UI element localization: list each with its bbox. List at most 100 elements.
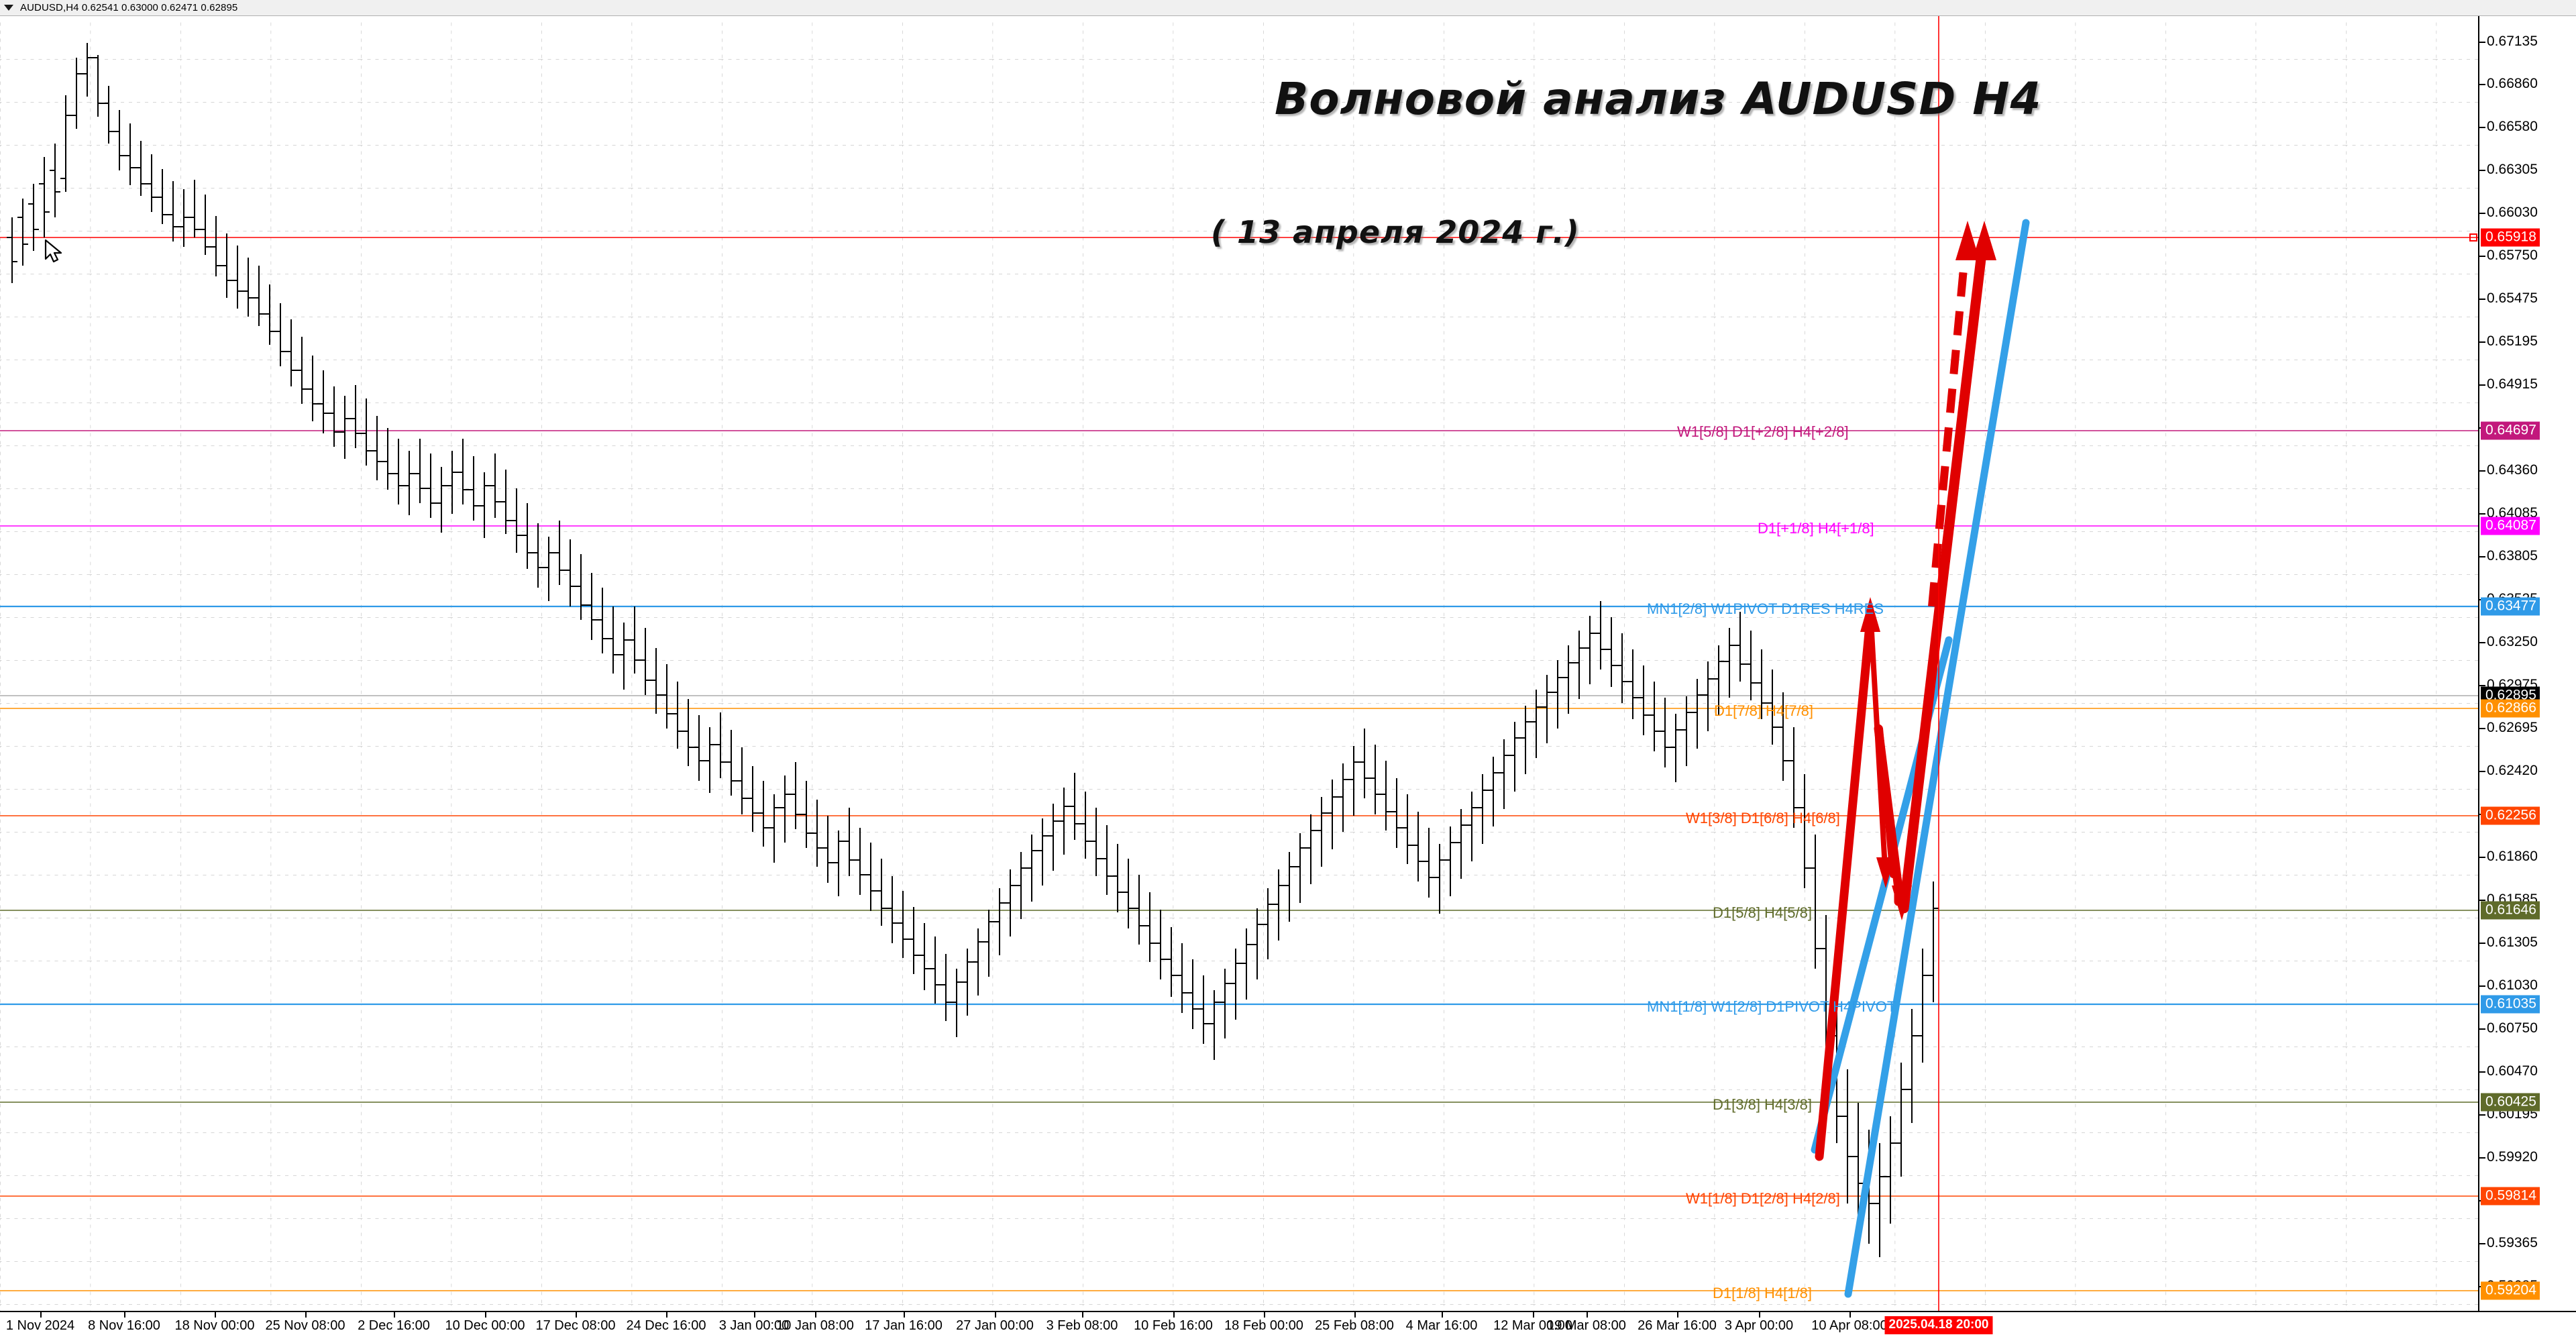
time-tick-label: 25 Nov 08:00 [265, 1318, 345, 1333]
price-tick-mark [2479, 84, 2485, 85]
time-tick-label: 18 Nov 00:00 [174, 1318, 255, 1333]
time-tick-mark [995, 1312, 996, 1318]
time-tick-mark [1442, 1312, 1443, 1318]
time-tick-label: 25 Feb 08:00 [1315, 1318, 1394, 1333]
level-lines [0, 237, 2478, 1291]
time-tick-label: 10 Apr 08:00 [1811, 1318, 1888, 1333]
level-tag-mn1-1-8: 0.61035 [2481, 995, 2540, 1014]
price-tick-label: 0.61305 [2487, 934, 2538, 950]
price-tick-label: 0.64085 [2487, 505, 2538, 521]
time-tick-label: 19 Mar 08:00 [1547, 1318, 1626, 1333]
price-tick-mark [2479, 1157, 2485, 1159]
time-tick-mark [1264, 1312, 1265, 1318]
price-tick-label: 0.62420 [2487, 763, 2538, 778]
price-tick-mark [2479, 771, 2485, 772]
crosshair-marker [2469, 233, 2477, 242]
price-tick-mark [2479, 857, 2485, 858]
time-tick-label: 17 Jan 16:00 [865, 1318, 943, 1333]
price-tick-mark [2479, 1243, 2485, 1244]
time-tick-mark [485, 1312, 486, 1318]
price-tick-label: 0.62695 [2487, 720, 2538, 735]
time-tick-mark [305, 1312, 307, 1318]
price-tick-mark [2479, 1071, 2485, 1073]
price-tick-label: 0.64915 [2487, 376, 2538, 392]
level-tag-d1-7-8: 0.62866 [2481, 699, 2540, 718]
time-tick-mark [394, 1312, 395, 1318]
time-tick-label: 3 Feb 08:00 [1046, 1318, 1118, 1333]
price-tick-mark [2479, 685, 2485, 686]
level-label-d1-7-8: D1[7/8] H4[7/8] [1714, 702, 1813, 719]
price-tick-label: 0.67135 [2487, 34, 2538, 49]
triangle-down-icon[interactable] [4, 5, 13, 11]
time-tick-label: 17 Dec 08:00 [535, 1318, 616, 1333]
price-tick-label: 0.65195 [2487, 333, 2538, 349]
price-tick-label: 0.65475 [2487, 290, 2538, 306]
time-tick-mark [904, 1312, 905, 1318]
price-tick-mark [2479, 127, 2485, 128]
price-tick-mark [2479, 470, 2485, 472]
time-tick-mark [1082, 1312, 1083, 1318]
price-tick-label: 0.60470 [2487, 1063, 2538, 1079]
wave-arrowhead-up-2 [1972, 221, 1996, 260]
time-tick-label: 10 Dec 00:00 [445, 1318, 525, 1333]
price-tick-mark [2479, 299, 2485, 300]
price-tick-mark [2479, 513, 2485, 515]
price-tick-mark [2479, 642, 2485, 643]
time-tick-mark [576, 1312, 577, 1318]
time-tick-label: 10 Feb 16:00 [1134, 1318, 1213, 1333]
wave-leg-up-1 [1815, 614, 1875, 1161]
level-label-mn1-1-8: MN1[1/8] W1[2/8] D1PIVOT H4PIVOT [1647, 998, 1896, 1015]
time-tick-label: 18 Feb 00:00 [1224, 1318, 1303, 1333]
price-tick-label: 0.65750 [2487, 248, 2538, 263]
time-tick-label: 4 Mar 16:00 [1405, 1318, 1478, 1333]
time-tick-label: 3 Jan 00:00 [718, 1318, 790, 1333]
dashed-arrow-shaft [1928, 247, 1970, 607]
quote-header-bar: AUDUSD,H4 0.62541 0.63000 0.62471 0.6289… [0, 0, 2576, 16]
price-tick-label: 0.59365 [2487, 1235, 2538, 1250]
time-tick-label: 24 Dec 16:00 [626, 1318, 706, 1333]
time-tick-mark [815, 1312, 816, 1318]
price-tick-mark [2479, 900, 2485, 901]
price-bars [7, 43, 1939, 1257]
time-tick-mark [1759, 1312, 1760, 1318]
price-tick-label: 0.61030 [2487, 977, 2538, 993]
price-axis[interactable]: 0.67135 0.66860 0.66580 0.66305 0.66030 0.657… [2478, 16, 2576, 1311]
blue-trendline-2 [1844, 219, 2030, 1298]
time-tick-mark [1173, 1312, 1175, 1318]
chart-canvas [0, 16, 2478, 1311]
level-label-mn1-2-8: MN1[2/8] W1PIVOT D1RES H4RES [1647, 600, 1884, 617]
crosshair-price-tag: 0.65918 [2481, 228, 2540, 247]
price-tick-label: 0.66305 [2487, 162, 2538, 177]
time-tick-mark [124, 1312, 125, 1318]
price-tick-label: 0.66860 [2487, 76, 2538, 91]
level-tag-w1-3-8: 0.62256 [2481, 806, 2540, 825]
level-label-d1-plus-1-8: D1[+1/8] H4[+1/8] [1758, 520, 1874, 537]
price-tick-label: 0.60750 [2487, 1020, 2538, 1036]
time-tick-label: 2 Dec 16:00 [358, 1318, 430, 1333]
level-label-w1-1-8: W1[1/8] D1[2/8] H4[2/8] [1686, 1190, 1840, 1207]
level-tag-mn1-2-8: 0.63477 [2481, 597, 2540, 616]
chart-plot-area[interactable]: W1[5/8] D1[+2/8] H4[+2/8] D1[+1/8] H4[+1… [0, 16, 2478, 1311]
mouse-pointer-icon [44, 239, 62, 263]
symbol-ohlc-text: AUDUSD,H4 0.62541 0.63000 0.62471 0.6289… [20, 2, 238, 13]
price-tick-label: 0.66030 [2487, 205, 2538, 220]
price-tick-mark [2479, 256, 2485, 257]
time-tick-mark [666, 1312, 667, 1318]
price-tick-mark [2479, 1114, 2485, 1116]
price-tick-mark [2479, 341, 2485, 343]
price-tick-mark [2479, 170, 2485, 171]
time-tick-label: 27 Jan 00:00 [956, 1318, 1034, 1333]
level-label-d1-3-8: D1[3/8] H4[3/8] [1713, 1096, 1812, 1113]
level-label-w1-3-8: W1[3/8] D1[6/8] H4[6/8] [1686, 810, 1840, 826]
price-tick-mark [2479, 728, 2485, 729]
price-tick-mark [2479, 213, 2485, 214]
level-tag-d1-plus-1-8: 0.64087 [2481, 517, 2540, 535]
level-label-d1-1-8: D1[1/8] H4[1/8] [1713, 1285, 1812, 1301]
level-tag-d1-5-8: 0.61646 [2481, 901, 2540, 920]
time-axis[interactable]: 1 Nov 2024 8 Nov 16:00 18 Nov 00:00 25 Nov … [0, 1311, 2576, 1339]
price-tick-label: 0.63250 [2487, 634, 2538, 649]
price-tick-label: 0.64360 [2487, 462, 2538, 478]
time-tick-label: 10 Jan 08:00 [776, 1318, 854, 1333]
price-tick-mark [2479, 42, 2485, 43]
level-tag-w1-1-8: 0.59814 [2481, 1187, 2540, 1206]
